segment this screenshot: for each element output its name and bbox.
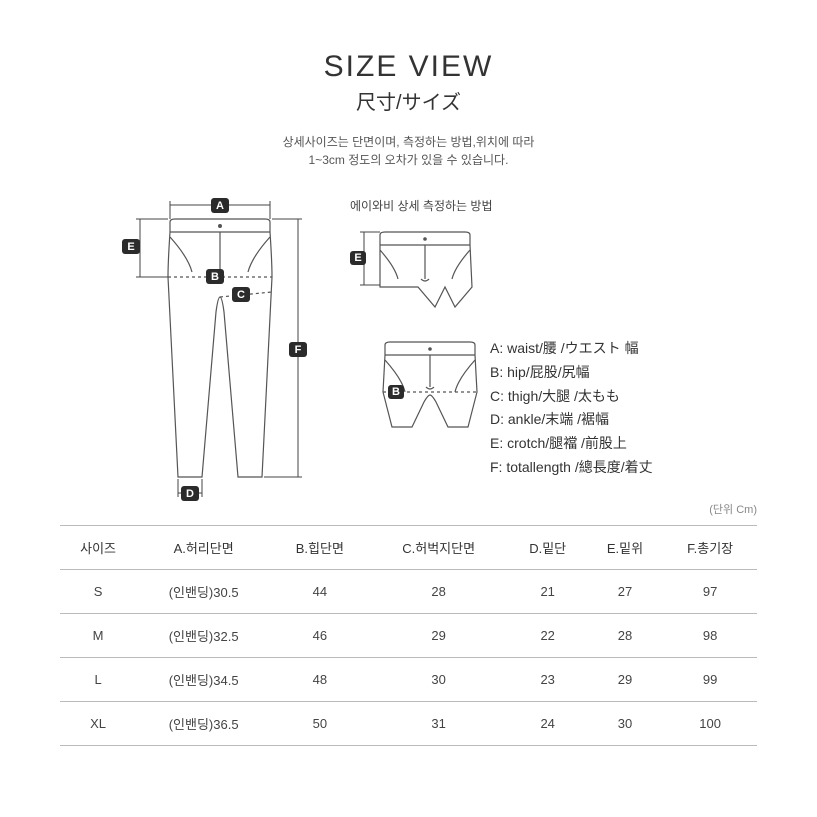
legend-d: D: ankle/末端 /裾幅 (490, 408, 653, 432)
measurement-note: 상세사이즈는 단면이며, 측정하는 방법,위치에 따라 1~3cm 정도의 오차… (60, 133, 757, 169)
table-row: L (인밴딩)34.5 48 30 23 29 99 (60, 658, 757, 702)
th-size: 사이즈 (60, 526, 136, 570)
th-c: C.허벅지단면 (369, 526, 509, 570)
unit-label: (단위 Cm) (709, 501, 757, 517)
table-row: S (인밴딩)30.5 44 28 21 27 97 (60, 570, 757, 614)
table-row: M (인밴딩)32.5 46 29 22 28 98 (60, 614, 757, 658)
badge-c: C (237, 289, 245, 301)
legend-e: E: crotch/腿襠 /前股上 (490, 432, 653, 456)
badge-b: B (211, 271, 219, 283)
th-b: B.힙단면 (271, 526, 368, 570)
th-f: F.총기장 (663, 526, 757, 570)
th-d: D.밑단 (509, 526, 587, 570)
legend-a: A: waist/腰 /ウエスト 幅 (490, 337, 653, 361)
size-table: 사이즈 A.허리단면 B.힙단면 C.허벅지단면 D.밑단 E.밑위 F.총기장… (60, 525, 757, 746)
th-e: E.밑위 (587, 526, 664, 570)
pants-diagram-detail-e: E (350, 227, 480, 317)
detail-heading: 에이와비 상세 측정하는 방법 (350, 197, 492, 214)
th-a: A.허리단면 (136, 526, 271, 570)
badge-a: A (216, 200, 224, 212)
badge-d: D (186, 488, 194, 500)
pants-diagram-detail-b: B (370, 337, 490, 437)
title-main: SIZE VIEW (60, 50, 757, 84)
note-line2: 1~3cm 정도의 오차가 있을 수 있습니다. (309, 153, 509, 167)
measurement-legend: A: waist/腰 /ウエスト 幅 B: hip/屁股/尻幅 C: thigh… (490, 337, 653, 480)
legend-c: C: thigh/大腿 /太もも (490, 385, 653, 409)
table-row: XL (인밴딩)36.5 50 31 24 30 100 (60, 702, 757, 746)
badge-e: E (127, 241, 134, 253)
badge-e-detail: E (354, 252, 361, 264)
table-header-row: 사이즈 A.허리단면 B.힙단면 C.허벅지단면 D.밑단 E.밑위 F.총기장 (60, 526, 757, 570)
legend-f: F: totallength /總長度/着丈 (490, 456, 653, 480)
pants-diagram-main: A E B C F D (120, 197, 320, 507)
title-sub: 尺寸/サイズ (60, 86, 757, 115)
badge-b-detail: B (392, 386, 400, 398)
note-line1: 상세사이즈는 단면이며, 측정하는 방법,위치에 따라 (283, 135, 535, 149)
diagram-area: A E B C F D 에이와비 상세 측정 (60, 187, 757, 517)
legend-b: B: hip/屁股/尻幅 (490, 361, 653, 385)
badge-f: F (295, 344, 302, 356)
